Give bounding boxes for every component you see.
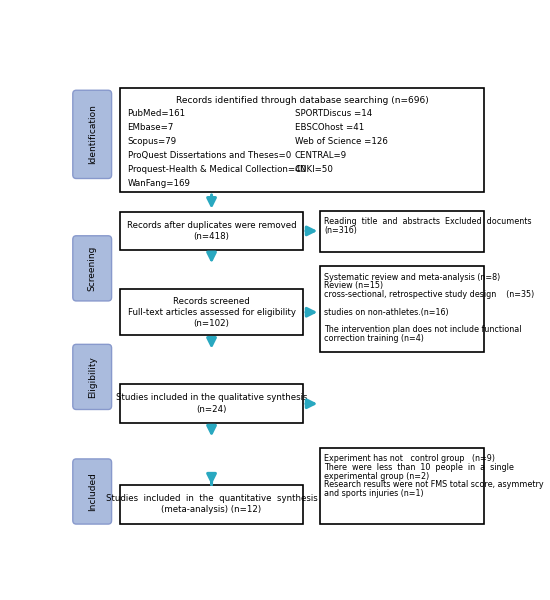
Text: Screening: Screening (87, 245, 97, 291)
FancyBboxPatch shape (73, 90, 112, 178)
Text: Records after duplicates were removed: Records after duplicates were removed (126, 221, 296, 230)
Text: Scopus=79: Scopus=79 (128, 137, 177, 146)
Text: CNKI=50: CNKI=50 (295, 165, 334, 174)
Text: WanFang=169: WanFang=169 (128, 179, 190, 188)
FancyBboxPatch shape (73, 344, 112, 409)
Text: Review (n=15): Review (n=15) (324, 281, 384, 290)
Text: Records screened: Records screened (173, 296, 250, 305)
Text: Full-text articles assessed for eligibility: Full-text articles assessed for eligibil… (128, 308, 295, 317)
Text: Proquest-Health & Medical Collection=40: Proquest-Health & Medical Collection=40 (128, 165, 306, 174)
FancyBboxPatch shape (120, 212, 303, 250)
FancyBboxPatch shape (120, 384, 303, 423)
Text: PubMed=161: PubMed=161 (128, 109, 186, 118)
Text: Included: Included (87, 472, 97, 511)
Text: EMbase=7: EMbase=7 (128, 123, 174, 132)
Text: (n=418): (n=418) (194, 232, 229, 241)
Text: Experiment has not   control group   (n=9): Experiment has not control group (n=9) (324, 454, 496, 463)
FancyBboxPatch shape (120, 88, 485, 192)
Text: SPORTDiscus =14: SPORTDiscus =14 (295, 109, 372, 118)
Text: CENTRAL=9: CENTRAL=9 (295, 151, 347, 160)
FancyBboxPatch shape (320, 211, 485, 252)
Text: (n=102): (n=102) (194, 319, 229, 328)
Text: Studies included in the qualitative synthesis: Studies included in the qualitative synt… (116, 394, 307, 403)
Text: studies on non-athletes.(n=16): studies on non-athletes.(n=16) (324, 308, 449, 317)
Text: (n=316): (n=316) (324, 226, 358, 235)
Text: experimental group (n=2): experimental group (n=2) (324, 472, 430, 481)
Text: cross-sectional, retrospective study design    (n=35): cross-sectional, retrospective study des… (324, 290, 535, 299)
Text: Web of Science =126: Web of Science =126 (295, 137, 388, 146)
FancyBboxPatch shape (73, 459, 112, 524)
Text: The intervention plan does not include functional: The intervention plan does not include f… (324, 325, 522, 334)
Text: and sports injuries (n=1): and sports injuries (n=1) (324, 489, 424, 498)
Text: Systematic review and meta-analysis (n=8): Systematic review and meta-analysis (n=8… (324, 272, 500, 281)
Text: EBSCOhost =41: EBSCOhost =41 (295, 123, 364, 132)
Text: (meta-analysis) (n=12): (meta-analysis) (n=12) (162, 505, 262, 514)
Text: Records identified through database searching (n=696): Records identified through database sear… (176, 95, 428, 104)
FancyBboxPatch shape (320, 266, 485, 352)
FancyBboxPatch shape (120, 485, 303, 524)
Text: Studies  included  in  the  quantitative  synthesis: Studies included in the quantitative syn… (106, 494, 317, 503)
FancyBboxPatch shape (73, 236, 112, 301)
Text: Identification: Identification (87, 104, 97, 164)
Text: There  were  less  than  10  people  in  a  single: There were less than 10 people in a sing… (324, 463, 514, 472)
Text: Research results were not FMS total score, asymmetry: Research results were not FMS total scor… (324, 481, 544, 490)
Text: Eligibility: Eligibility (87, 356, 97, 398)
Text: (n=24): (n=24) (196, 404, 227, 413)
FancyBboxPatch shape (320, 448, 485, 524)
Text: Reading  title  and  abstracts  Excluded  documents: Reading title and abstracts Excluded doc… (324, 217, 532, 226)
Text: ProQuest Dissertations and Theses=0: ProQuest Dissertations and Theses=0 (128, 151, 291, 160)
FancyBboxPatch shape (120, 289, 303, 335)
Text: correction training (n=4): correction training (n=4) (324, 334, 425, 343)
